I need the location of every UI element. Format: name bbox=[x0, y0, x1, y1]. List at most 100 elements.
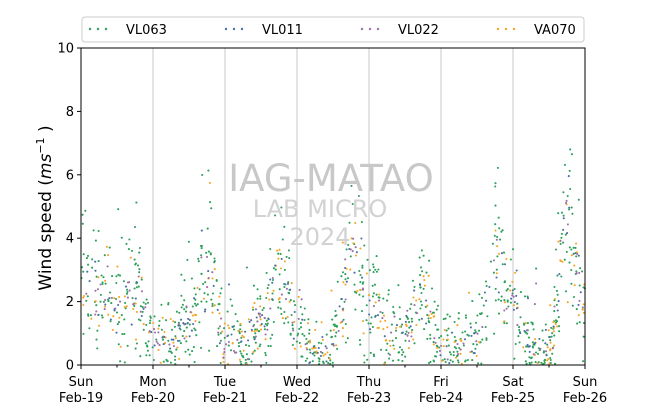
data-point bbox=[169, 317, 172, 321]
data-point bbox=[204, 308, 207, 311]
data-point bbox=[227, 340, 230, 344]
data-point bbox=[200, 229, 203, 232]
data-point bbox=[546, 343, 549, 346]
data-point bbox=[297, 295, 300, 298]
data-point bbox=[248, 320, 251, 323]
data-point bbox=[255, 316, 258, 319]
data-point bbox=[347, 243, 350, 247]
data-point bbox=[138, 268, 141, 271]
data-point bbox=[164, 341, 167, 345]
data-point bbox=[248, 344, 251, 347]
data-point bbox=[549, 339, 552, 342]
data-point bbox=[335, 331, 338, 334]
data-point bbox=[418, 256, 421, 259]
data-point bbox=[527, 336, 531, 339]
data-point bbox=[309, 351, 312, 354]
data-point bbox=[363, 244, 366, 247]
data-point bbox=[82, 296, 85, 299]
data-point bbox=[278, 288, 281, 291]
data-point bbox=[274, 264, 277, 267]
data-point bbox=[169, 350, 172, 353]
data-point bbox=[531, 345, 534, 348]
data-point bbox=[496, 166, 499, 169]
data-point bbox=[365, 319, 368, 322]
data-point bbox=[451, 360, 454, 363]
data-point bbox=[518, 341, 521, 344]
data-point bbox=[382, 328, 385, 331]
data-point bbox=[256, 297, 259, 300]
data-point bbox=[575, 308, 578, 311]
data-point bbox=[427, 317, 430, 320]
data-point bbox=[434, 341, 437, 344]
data-point bbox=[422, 275, 425, 278]
data-point bbox=[419, 274, 422, 277]
data-point bbox=[422, 287, 425, 290]
data-point bbox=[399, 325, 402, 328]
data-point bbox=[271, 278, 275, 282]
data-point bbox=[238, 358, 241, 361]
data-point bbox=[575, 242, 578, 245]
data-point bbox=[551, 347, 554, 350]
data-point bbox=[420, 291, 423, 295]
data-point bbox=[461, 331, 464, 334]
data-point bbox=[153, 331, 157, 334]
data-point bbox=[140, 276, 143, 279]
data-point bbox=[467, 334, 470, 337]
data-point bbox=[530, 361, 533, 364]
data-point bbox=[538, 337, 541, 340]
data-point bbox=[332, 342, 335, 346]
data-point bbox=[298, 341, 301, 344]
data-point bbox=[430, 312, 433, 315]
data-point bbox=[94, 300, 97, 303]
data-point bbox=[322, 354, 325, 357]
data-point bbox=[112, 315, 115, 318]
data-point bbox=[549, 304, 552, 307]
data-point bbox=[126, 344, 129, 347]
data-point bbox=[239, 360, 242, 363]
data-point bbox=[562, 217, 565, 220]
data-point bbox=[377, 296, 380, 299]
data-point bbox=[231, 304, 234, 307]
data-point bbox=[278, 273, 281, 276]
data-point bbox=[398, 351, 401, 354]
data-point bbox=[429, 360, 432, 363]
data-point bbox=[96, 329, 99, 332]
data-point bbox=[474, 347, 477, 350]
data-point bbox=[115, 311, 119, 314]
data-point bbox=[272, 267, 275, 270]
data-point bbox=[568, 208, 571, 211]
data-point bbox=[532, 328, 535, 331]
data-point bbox=[186, 258, 189, 261]
data-point bbox=[392, 305, 395, 309]
data-point bbox=[353, 290, 356, 293]
data-point bbox=[189, 311, 192, 314]
data-point bbox=[474, 329, 477, 332]
data-point bbox=[250, 328, 253, 331]
data-point bbox=[280, 293, 283, 296]
data-point bbox=[528, 350, 531, 353]
data-point bbox=[274, 214, 277, 217]
data-point bbox=[308, 339, 312, 342]
data-point bbox=[503, 263, 507, 266]
data-point bbox=[544, 350, 548, 353]
data-point bbox=[528, 345, 531, 348]
data-point bbox=[555, 303, 558, 306]
data-point bbox=[304, 343, 307, 346]
data-point bbox=[421, 270, 424, 273]
data-point bbox=[410, 335, 413, 338]
data-point bbox=[206, 286, 209, 289]
data-point bbox=[365, 304, 368, 307]
data-point bbox=[219, 339, 222, 342]
data-point bbox=[362, 295, 365, 298]
data-point bbox=[445, 345, 448, 348]
data-point bbox=[254, 308, 258, 311]
data-point bbox=[560, 232, 563, 235]
data-point bbox=[195, 304, 198, 307]
data-point bbox=[131, 297, 134, 300]
data-point bbox=[145, 354, 148, 357]
data-point bbox=[126, 281, 130, 284]
data-point bbox=[299, 305, 302, 309]
data-point bbox=[281, 317, 284, 320]
data-point bbox=[185, 335, 188, 338]
data-point bbox=[290, 282, 293, 285]
